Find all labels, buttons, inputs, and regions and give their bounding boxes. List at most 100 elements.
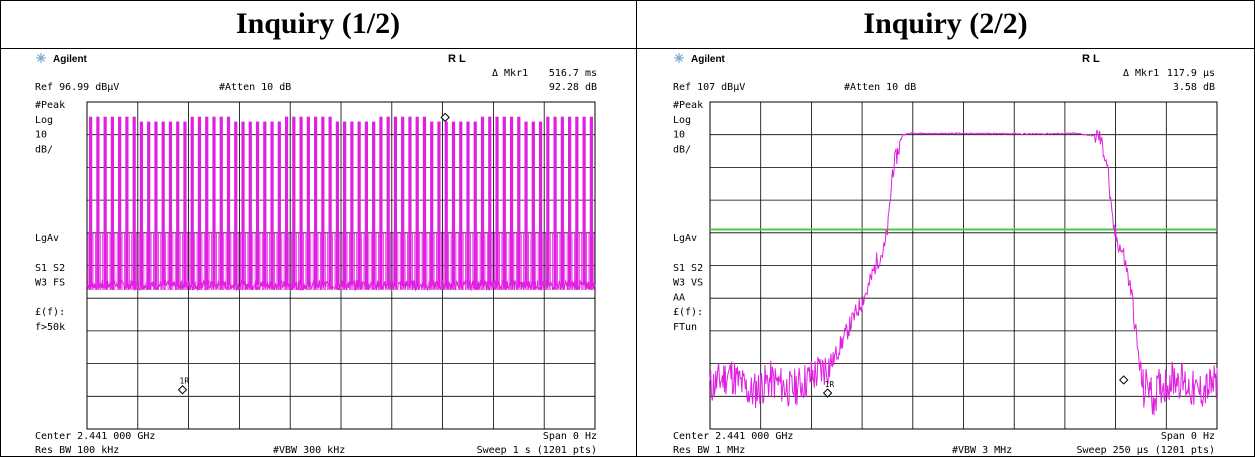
side-label: dB/ (35, 144, 53, 155)
burst-pulse (132, 116, 136, 286)
burst-pulse (538, 121, 543, 286)
burst-pulse (488, 116, 492, 286)
burst-pulse (168, 121, 173, 286)
span-label: Span 0 Hz (1161, 431, 1215, 442)
burst-pulse (372, 121, 376, 286)
burst-pulse (255, 121, 260, 286)
burst-pulse (553, 116, 557, 286)
analyzer-screen-left: Agilent R L Δ Mkr1 516.7 ms 92.28 dB Ref… (35, 53, 597, 455)
burst-pulse (473, 121, 477, 286)
burst-pulse (176, 121, 180, 286)
burst-pulse (190, 116, 194, 286)
side-label: dB/ (673, 144, 691, 155)
header-rule (1, 48, 1254, 49)
burst-pulse (509, 116, 514, 286)
burst-pulse (451, 121, 456, 286)
agilent-spark-icon (36, 53, 46, 63)
burst-pulse (466, 121, 470, 286)
burst-pulse (502, 116, 506, 286)
burst-pulse (589, 116, 593, 286)
side-label: FTun (673, 322, 697, 333)
burst-pulse (459, 121, 463, 286)
side-label: W3 FS (35, 278, 65, 289)
burst-pulse (357, 121, 361, 286)
burst-pulse (147, 121, 151, 286)
burst-pulse (524, 121, 528, 286)
burst-pulse (480, 116, 485, 286)
burst-pulse (582, 116, 586, 286)
marker-diamond (822, 388, 833, 398)
marker-amplitude-value: 3.58 dB (1173, 82, 1215, 93)
mode-label: R L (448, 53, 466, 65)
burst-pulse (284, 116, 289, 286)
burst-pulse (575, 116, 579, 286)
marker-diamond (440, 112, 450, 123)
trace-left (86, 116, 596, 292)
burst-pulse (103, 116, 107, 286)
marker-diamond (1119, 375, 1129, 385)
burst-pulse (197, 116, 202, 286)
burst-pulse (277, 121, 281, 286)
marker-delta-label: Δ Mkr1 (492, 68, 528, 79)
panel-divider (636, 1, 637, 456)
side-label: Log (673, 115, 691, 126)
burst-pulse (364, 121, 368, 286)
video-bandwidth-label: #VBW 3 MHz (952, 445, 1012, 455)
side-label: S1 S2 (673, 263, 703, 274)
burst-pulse (205, 116, 209, 286)
graticule-right (709, 101, 1218, 430)
marker-diamond (177, 385, 188, 395)
side-label: LgAv (673, 233, 697, 244)
burst-pulse (379, 116, 383, 286)
burst-pulse (226, 116, 231, 286)
mode-label: R L (1082, 53, 1100, 65)
burst-pulse (241, 121, 245, 286)
sweep-label: Sweep 250 μs (1201 pts) (1077, 445, 1215, 455)
marker-time-value: 516.7 ms (549, 68, 597, 79)
burst-pulse (110, 116, 114, 286)
burst-pulse (401, 116, 405, 286)
burst-pulse (444, 121, 448, 286)
marker-tag: 1R (825, 380, 835, 389)
burst-pulse (299, 116, 303, 286)
center-frequency-label: Center 2.441 000 GHz (673, 431, 793, 442)
burst-pulse (89, 116, 93, 286)
brand-label: Agilent (691, 54, 726, 65)
burst-pulse (161, 121, 165, 286)
burst-pulse (219, 116, 223, 286)
burst-pulse (306, 116, 310, 286)
burst-pulse (183, 121, 187, 286)
analyzer-screen-right: Agilent R L Δ Mkr1 117.9 μs 3.58 dB Ref … (673, 53, 1218, 455)
brand-label: Agilent (53, 54, 88, 65)
burst-pulse (350, 121, 354, 286)
ref-level-label: Ref 96.99 dBμV (35, 82, 119, 93)
panel-title-right: Inquiry (2/2) (863, 7, 1028, 40)
burst-pulse (248, 121, 252, 286)
agilent-logo-group: Agilent (674, 53, 726, 65)
burst-pulse (546, 116, 550, 286)
marker-amplitude-value: 92.28 dB (549, 82, 597, 93)
burst-pulse (386, 116, 390, 286)
side-label: £(f): (673, 307, 703, 318)
burst-pulse (234, 121, 238, 286)
burst-pulse (292, 116, 296, 286)
panel-title-left: Inquiry (1/2) (235, 7, 401, 40)
side-label: #Peak (673, 100, 703, 111)
burst-pulse (430, 121, 434, 286)
burst-pulse (560, 116, 564, 286)
markers-right: 1R (822, 375, 1129, 398)
side-label: W3 VS (673, 278, 703, 289)
trace-right (709, 129, 1218, 416)
side-label: LgAv (35, 233, 59, 244)
burst-pulse (212, 116, 216, 286)
side-label: Log (35, 115, 53, 126)
side-labels-right: #Peak Log 10 dB/LgAv S1 S2 W3 VS AA £(f): FTun (673, 100, 703, 333)
agilent-logo-group: Agilent (36, 53, 88, 65)
burst-pulse (154, 121, 158, 286)
attenuation-label: #Atten 10 dB (844, 82, 916, 93)
burst-pulse (118, 116, 122, 286)
burst-pulse (393, 116, 398, 286)
burst-pulse (270, 121, 274, 286)
burst-pulse (517, 116, 521, 286)
